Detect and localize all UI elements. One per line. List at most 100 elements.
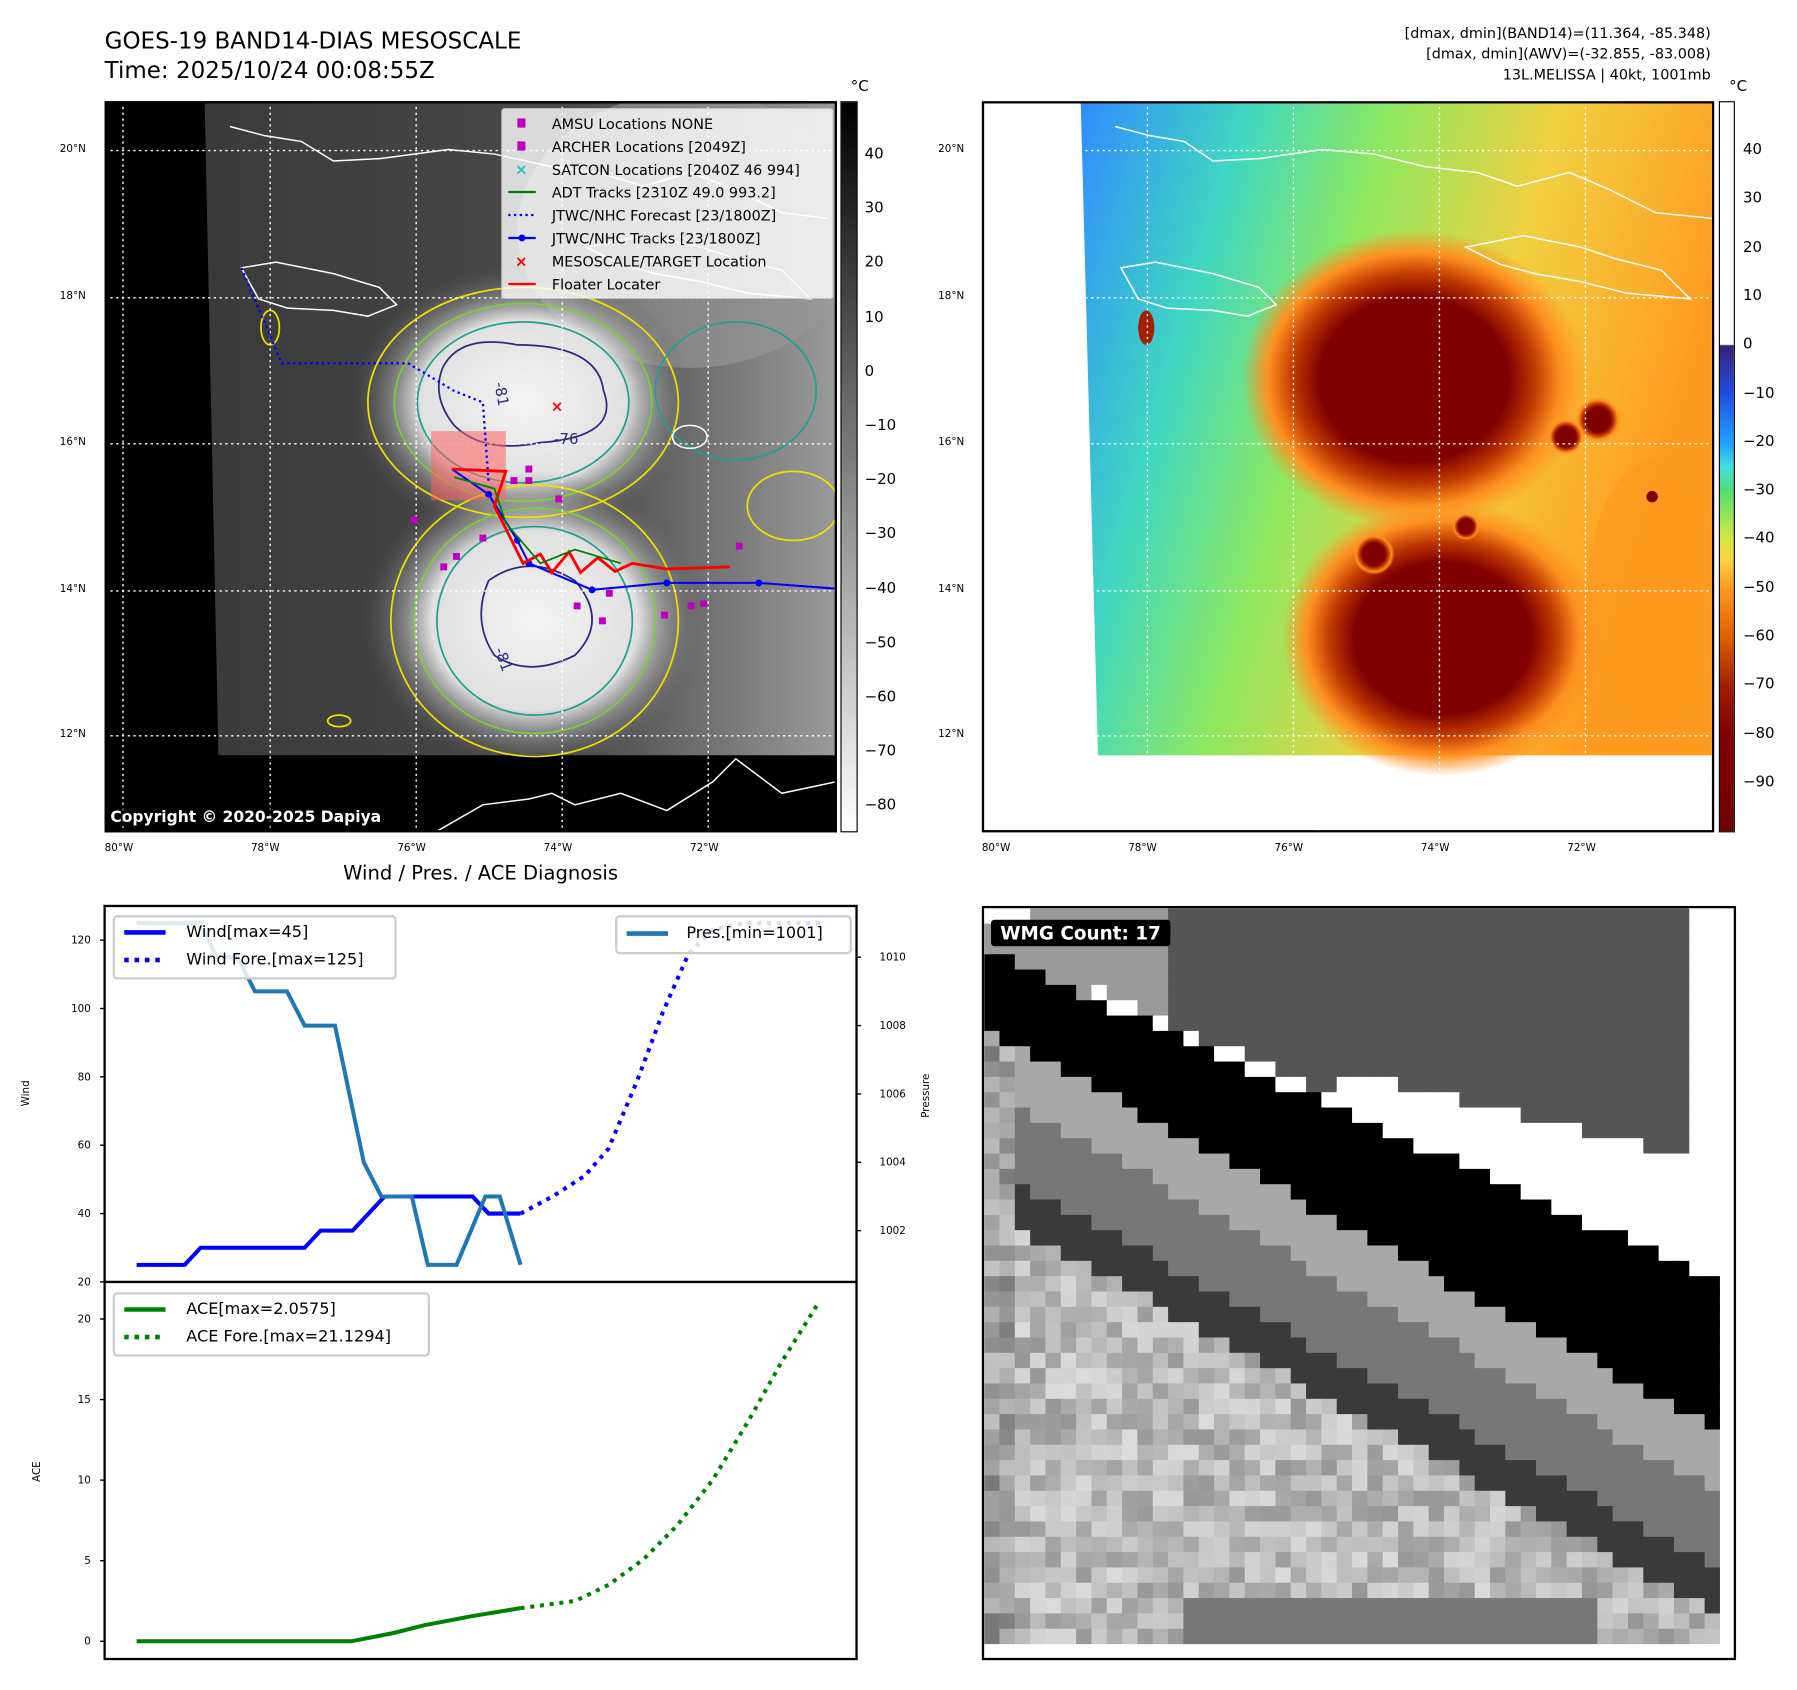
- awv-map-panel[interactable]: [981, 101, 1715, 833]
- wmg-cell: [1060, 1000, 1077, 1017]
- wmg-cell: [1091, 1429, 1108, 1446]
- wmg-cell: [1704, 1536, 1720, 1553]
- wmg-cell: [1673, 1506, 1690, 1523]
- wmg-cell: [1581, 1475, 1598, 1492]
- wmg-cell: [1091, 1030, 1108, 1047]
- wmg-cell: [1260, 1122, 1276, 1139]
- wmg-cell: [1612, 908, 1629, 925]
- wmg-cell: [1382, 1306, 1399, 1323]
- wind-legend: Wind[max=45] Wind Fore.[max=125]: [112, 915, 397, 980]
- wmg-cell: [1643, 1291, 1660, 1308]
- wmg-cell: [1520, 1076, 1537, 1093]
- wmg-cell: [999, 1582, 1016, 1599]
- wmg-cell: [1535, 1398, 1552, 1415]
- wmg-cell: [999, 1107, 1016, 1124]
- legend-item: Floater Locater: [508, 274, 660, 295]
- y-tick-label: 5: [84, 1555, 91, 1567]
- wmg-cell: [1704, 1230, 1720, 1247]
- wmg-cell: [1704, 1490, 1720, 1507]
- wmg-cell: [1551, 1429, 1568, 1446]
- wmg-cell: [1290, 1521, 1307, 1538]
- wmg-cell: [1474, 1138, 1491, 1155]
- wmg-cell: [1152, 1552, 1169, 1568]
- wmg-cell: [1597, 954, 1614, 971]
- wmg-cell: [1045, 1414, 1062, 1431]
- wmg-cell: [1198, 1352, 1215, 1369]
- wmg-cell: [999, 1552, 1016, 1568]
- wmg-cell: [1551, 1015, 1568, 1032]
- wmg-cell: [1045, 984, 1062, 1001]
- wmg-cell: [1658, 1306, 1675, 1323]
- wmg-cell: [1551, 1184, 1568, 1201]
- wmg-cell: [1535, 1383, 1552, 1400]
- wmg-cell: [1597, 1107, 1614, 1124]
- wmg-cell: [1183, 1306, 1200, 1323]
- wmg-cell: [1428, 1184, 1445, 1201]
- wmg-cell: [999, 1490, 1016, 1507]
- wmg-cell: [1398, 1168, 1414, 1185]
- wmg-cell: [1168, 1153, 1184, 1170]
- wmg-cell: [1183, 1184, 1200, 1201]
- wmg-cell: [1045, 1552, 1062, 1568]
- wmg-panel[interactable]: [981, 905, 1737, 1661]
- colorbar-tick: 0: [1742, 335, 1753, 354]
- wmg-cell: [1183, 1199, 1200, 1216]
- lat-label: 12°N: [938, 728, 965, 741]
- wmg-cell: [1076, 1598, 1093, 1614]
- wmg-cell: [1367, 1153, 1384, 1170]
- wmg-cell: [1183, 1291, 1200, 1308]
- wmg-cell: [1168, 1122, 1184, 1139]
- wmg-cell: [1459, 1092, 1476, 1109]
- wmg-cell: [1321, 1015, 1338, 1032]
- wmg-cell: [1474, 1383, 1491, 1400]
- wmg-cell: [1398, 1000, 1414, 1017]
- wmg-cell: [1045, 1260, 1062, 1277]
- wmg-cell: [1413, 938, 1430, 955]
- wmg-cell: [1689, 1184, 1706, 1201]
- wmg-cell: [1244, 1092, 1261, 1109]
- wmg-cell: [1566, 1276, 1583, 1293]
- wmg-cell: [1198, 1628, 1215, 1645]
- wmg-cell: [1122, 1490, 1139, 1507]
- wmg-cell: [1045, 1199, 1062, 1216]
- wmg-cell: [1535, 969, 1552, 986]
- wmg-cell: [1597, 1506, 1614, 1523]
- awv-colorbar: [1718, 101, 1735, 833]
- wmg-cell: [1091, 1092, 1108, 1109]
- wmg-cell: [1106, 1506, 1123, 1523]
- wmg-cell: [1168, 1107, 1184, 1124]
- wmg-cell: [1627, 984, 1644, 1001]
- wind-axis-label: Wind: [21, 1080, 33, 1107]
- wmg-cell: [1566, 1536, 1583, 1553]
- wmg-cell: [999, 1138, 1016, 1155]
- wmg-cell: [1091, 1460, 1108, 1477]
- wmg-cell: [1490, 1260, 1506, 1277]
- wmg-cell: [1122, 1567, 1139, 1584]
- wmg-cell: [1091, 1046, 1108, 1063]
- wmg-cell: [1229, 1506, 1246, 1523]
- wmg-cell: [1275, 1598, 1292, 1614]
- wmg-cell: [1382, 1506, 1399, 1523]
- wmg-cell: [1444, 1138, 1460, 1155]
- wmg-cell: [1398, 1322, 1414, 1339]
- wmg-cell: [999, 1506, 1016, 1523]
- wmg-cell: [984, 1552, 1001, 1568]
- wmg-cell: [1428, 1168, 1445, 1185]
- wmg-cell: [1382, 1414, 1399, 1431]
- ir-map-panel[interactable]: × -81 -76 -81 AMSU Locations NONE ARCHER …: [104, 101, 837, 833]
- wmg-cell: [1474, 1168, 1491, 1185]
- wmg-cell: [1459, 1199, 1476, 1216]
- wmg-cell: [1444, 969, 1460, 986]
- lon-label: 74°W: [543, 842, 573, 855]
- wmg-cell: [1045, 1429, 1062, 1446]
- wmg-cell: [1597, 1153, 1614, 1170]
- wmg-cell: [1673, 1337, 1690, 1354]
- wmg-cell: [1704, 1337, 1720, 1354]
- wmg-cell: [1214, 1429, 1230, 1446]
- wmg-cell: [1367, 1076, 1384, 1093]
- wmg-cell: [1398, 1015, 1414, 1032]
- contour-label: -81: [490, 380, 512, 407]
- wmg-cell: [1244, 1352, 1261, 1369]
- wmg-cell: [1428, 1552, 1445, 1568]
- wmg-cell: [1643, 1383, 1660, 1400]
